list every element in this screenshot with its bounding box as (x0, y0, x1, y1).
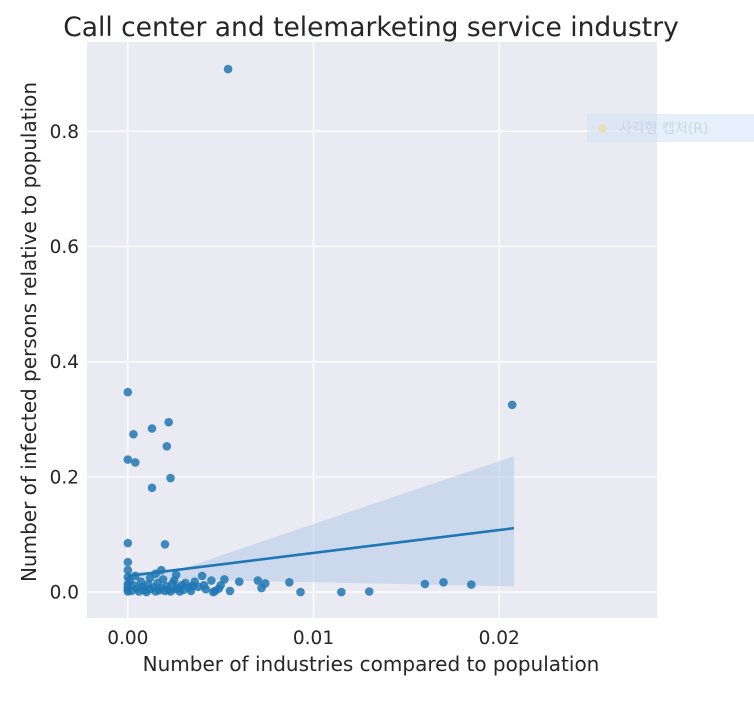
data-point (467, 580, 476, 589)
data-point (220, 575, 229, 584)
data-point (234, 577, 244, 587)
y-tick-label: 0.8 (50, 122, 79, 143)
data-point (225, 586, 235, 596)
confidence-band-area (127, 456, 515, 587)
data-point (123, 572, 133, 582)
data-point (169, 576, 179, 585)
data-point (123, 387, 133, 397)
data-point (285, 577, 294, 587)
data-point (223, 64, 233, 74)
data-point (364, 587, 374, 596)
regression-fit-line (127, 526, 515, 578)
data-point (199, 580, 209, 590)
x-tick-label: 0.00 (107, 628, 148, 649)
x-tick-label: 0.01 (293, 628, 334, 649)
data-point (123, 565, 133, 575)
data-point (164, 417, 173, 427)
data-point (160, 539, 170, 549)
data-point (130, 458, 140, 467)
y-axis-label: Number of infected persons relative to p… (17, 82, 41, 582)
data-point (129, 429, 138, 439)
data-point (147, 424, 157, 433)
data-point (439, 577, 448, 587)
data-point (123, 455, 133, 464)
data-point (123, 579, 133, 589)
y-tick-label: 0.0 (50, 583, 79, 604)
data-point (253, 576, 263, 585)
y-tick-label: 0.2 (50, 467, 79, 488)
data-point (158, 575, 168, 584)
data-point (188, 581, 198, 591)
x-tick-label: 0.02 (479, 628, 520, 649)
regression-line (127, 526, 515, 578)
chart-title: Call center and telemarketing service in… (63, 12, 679, 43)
data-point (162, 442, 172, 451)
capture-watermark: 사각형 캡처(R) (587, 114, 754, 142)
data-point (197, 571, 207, 581)
data-point (127, 586, 136, 596)
y-tick-label: 0.6 (50, 237, 79, 258)
data-point (507, 400, 517, 410)
watermark-label: 사각형 캡처(R) (619, 121, 709, 137)
data-point (166, 473, 175, 483)
x-axis-label: Number of industries compared to populat… (143, 652, 600, 676)
data-point (260, 579, 270, 588)
data-point (179, 585, 188, 595)
data-point (123, 538, 133, 548)
data-point (207, 576, 216, 585)
data-point (337, 587, 346, 597)
data-point (123, 557, 133, 567)
data-point (420, 579, 430, 589)
confidence-band (127, 456, 515, 587)
y-tick-label: 0.4 (50, 352, 79, 373)
data-point (214, 584, 224, 593)
data-point (296, 587, 305, 597)
data-point (147, 483, 157, 493)
tick-labels: 0.00 0.01 0.02 0.0 0.2 0.4 0.6 0.8 (50, 122, 520, 649)
data-point (145, 573, 155, 582)
dot-icon (598, 123, 607, 133)
